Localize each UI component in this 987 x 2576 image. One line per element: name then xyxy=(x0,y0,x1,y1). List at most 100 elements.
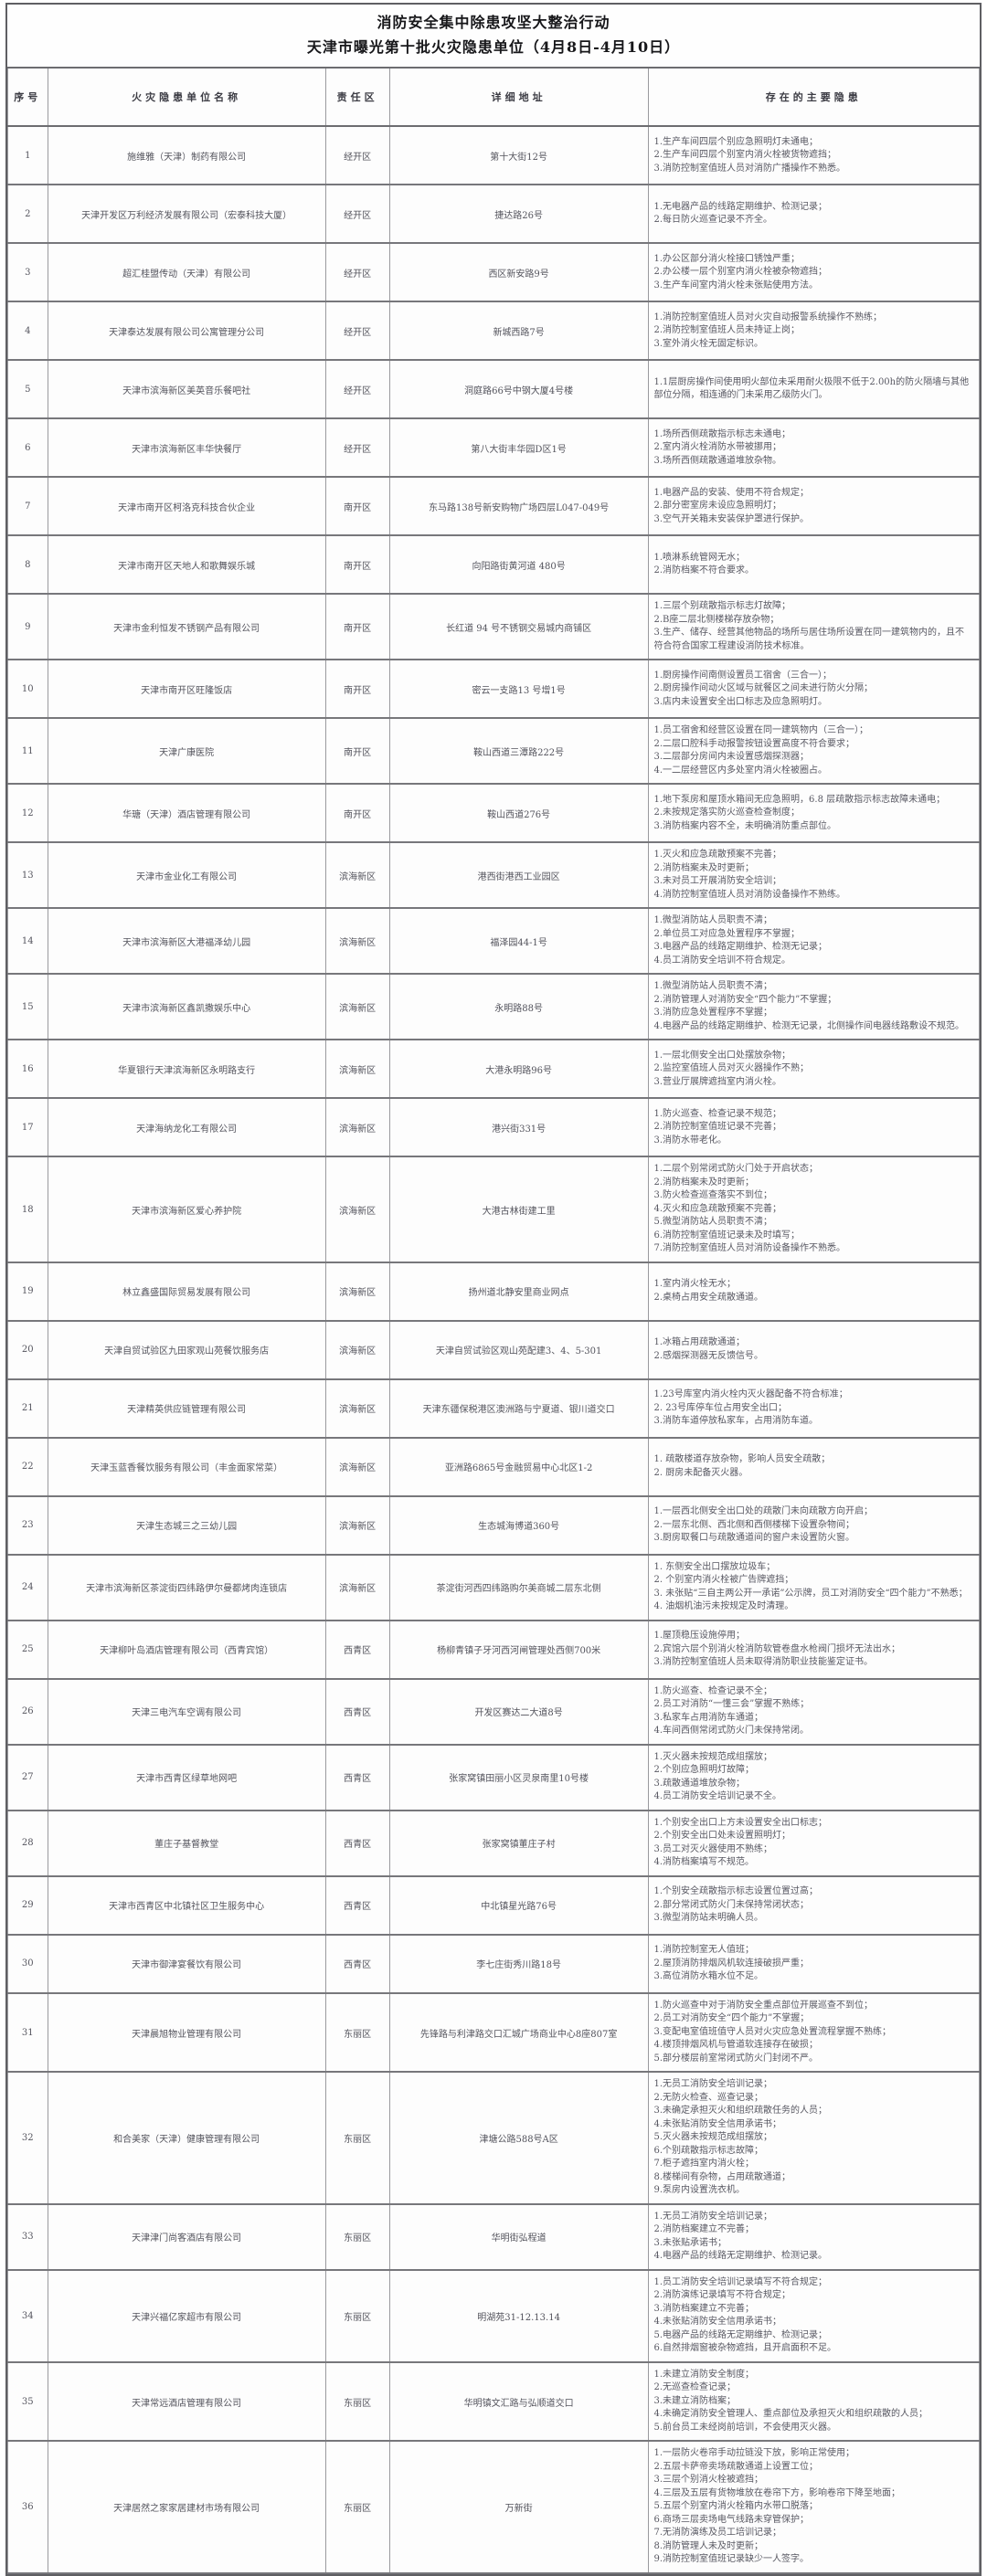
row-number: 15 xyxy=(7,973,48,1041)
hazard-item: 1.办公区部分消火栓接口锈蚀严重； xyxy=(653,253,801,264)
hazard-list: 1.无员工消防安全培训记录； 2.消防档案建立不完善； 3.未张贴承诺书； 4.电器产… xyxy=(647,2202,980,2271)
district: 东丽区 xyxy=(324,2202,390,2271)
table-row: 19 林立鑫盛国际贸易发展有限公司 滨海新区 扬州道北静安里商业网点 1.室内消… xyxy=(7,1261,980,1322)
row-number: 26 xyxy=(7,1677,48,1746)
hazard-list: 1.1层厨房操作间使用明火部位未采用耐火极限不低于2.00h的防火隔墙与其他部位… xyxy=(647,359,980,420)
header-row: 序号 火灾隐患单位名称 责任区 详细地址 存在的主要隐患 xyxy=(7,67,980,128)
unit-name: 天津三电汽车空调有限公司 xyxy=(47,1677,326,1746)
address: 开发区赛达二大道8号 xyxy=(388,1677,649,1746)
hazard-item: 3.消防车道停放私家车，占用消防车道。 xyxy=(653,1416,819,1427)
unit-name: 超汇桂盟传动（天津）有限公司 xyxy=(47,242,326,303)
hazard-item: 2.办公楼一层个别室内消火栓被杂物遮挡； xyxy=(653,267,828,278)
table-row: 9 天津市金利恒发不锈钢产品有限公司 南开区 长红道 94 号不锈钢交易城内商铺… xyxy=(7,593,980,661)
district: 西青区 xyxy=(324,1809,390,1877)
table-row: 33 天津津门尚客酒店有限公司 东丽区 华明街弘程道 1.无员工消防安全培训记录… xyxy=(7,2202,980,2271)
header-no: 序号 xyxy=(7,67,48,128)
hazard-item: 3.微型消防站未明确人员。 xyxy=(653,1913,764,1924)
unit-name: 天津市滨海新区丰华快餐厅 xyxy=(47,417,326,479)
district: 经开区 xyxy=(324,125,390,186)
unit-name: 天津津门尚客酒店有限公司 xyxy=(47,2202,326,2271)
unit-name: 天津市御津宴餐饮有限公司 xyxy=(47,1933,326,1994)
hazard-item: 8.楼梯间有杂物，占用疏散通道； xyxy=(653,2171,791,2182)
table-row: 5 天津市滨海新区美英音乐餐吧社 经开区 洞庭路66号中钢大厦4号楼 1.1层厨… xyxy=(7,359,980,420)
hazard-item: 4.消防控制室值班人员对消防设备操作不熟练。 xyxy=(653,889,846,900)
hazard-item: 4. 油烟机油污未按规定及时清理。 xyxy=(653,1601,794,1612)
row-number: 19 xyxy=(7,1261,48,1322)
row-number: 2 xyxy=(7,184,48,245)
address: 张家窝镇董庄子村 xyxy=(388,1809,649,1877)
table-row: 4 天津泰达发展有限公司公寓管理分公司 经开区 新城西路7号 1.消防控制室值班… xyxy=(7,301,980,362)
hazard-item: 4.三层及五层有货物堆放在卷帘下方，影响卷帘下降至地面； xyxy=(653,2487,901,2498)
hazard-item: 2.消防控制室值班人员未持证上岗； xyxy=(653,325,801,336)
hazard-item: 9.消防控制室值班记录缺少一人签字。 xyxy=(653,2554,810,2565)
address: 明湖苑31-12.13.14 xyxy=(388,2268,649,2363)
hazard-item: 4.消防档案填写不规范。 xyxy=(653,1857,755,1868)
hazard-list: 1.微型消防站人员职责不清； 2.单位员工对应急处置程序不掌握； 3.电器产品的线路… xyxy=(647,907,980,976)
row-number: 27 xyxy=(7,1743,48,1811)
table-row: 22 天津玉蓝香餐饮服务有限公司（丰金面家常菜） 滨海新区 亚洲路6865号金融… xyxy=(7,1436,980,1497)
unit-name: 天津市滨海新区鑫凯撒娱乐中心 xyxy=(47,973,326,1041)
hazard-item: 1.生产车间四层个别应急照明灯未通电； xyxy=(653,136,819,147)
hazard-list: 1.23号库室内消火栓内灭火器配备不符合标准； 2. 23号库停车位占用安全出口；… xyxy=(647,1378,980,1439)
hazard-item: 1.员工宿舍和经营区设置在同一建筑物内（三合一）； xyxy=(653,725,869,736)
address: 李七庄街秀川路18号 xyxy=(388,1933,649,1994)
hazard-item: 1.室内消火栓无水； xyxy=(653,1279,737,1290)
unit-name: 天津海纳龙化工有限公司 xyxy=(47,1097,326,1158)
district: 西青区 xyxy=(324,1874,390,1936)
hazard-item: 3.未张贴承诺书； xyxy=(653,2237,727,2248)
hazard-item: 2.室内消火栓消防水带被挪用； xyxy=(653,442,782,453)
hazard-item: 2.厨房操作间动火区域与就餐区之间未进行防火分隔； xyxy=(653,683,874,694)
hazard-list: 1.一层北侧安全出口处摆放杂物； 2.监控室值班人员对灭火器操作不熟； 3.营业厅展… xyxy=(647,1039,980,1100)
row-number: 14 xyxy=(7,907,48,976)
district: 东丽区 xyxy=(324,2268,390,2363)
table-row: 34 天津兴福亿家超市有限公司 东丽区 明湖苑31-12.13.14 1.员工消… xyxy=(7,2268,980,2363)
address: 福泽园44-1号 xyxy=(388,907,649,976)
hazard-item: 2.部分密室房未设应急照明灯； xyxy=(653,501,782,512)
hazard-list: 1.办公区部分消火栓接口锈蚀严重； 2.办公楼一层个别室内消火栓被杂物遮挡； 3.生… xyxy=(647,242,980,303)
row-number: 31 xyxy=(7,1991,48,2074)
hazard-item: 2. 厨房未配备灭火器。 xyxy=(653,1467,748,1478)
row-number: 20 xyxy=(7,1319,48,1380)
hazard-list: 1.消防控制室无人值班； 2.屋顶消防排烟风机软连接破损严重； 3.高位消防水箱水位… xyxy=(647,1933,980,1994)
table-row: 31 天津晨旭物业管理有限公司 东丽区 先锋路与利津路交口汇城广场商业中心8座8… xyxy=(7,1991,980,2074)
hazard-list: 1.无电器产品的线路定期维护、检测记录； 2.每日防火巡查记录不齐全。 xyxy=(647,184,980,245)
district: 滨海新区 xyxy=(324,841,390,910)
hazard-item: 1.个别安全疏散指示标志设置位置过高； xyxy=(653,1886,819,1897)
table-row: 30 天津市御津宴餐饮有限公司 西青区 李七庄街秀川路18号 1.消防控制室无人… xyxy=(7,1933,980,1994)
district: 南开区 xyxy=(324,783,390,844)
district: 西青区 xyxy=(324,1619,390,1680)
table-row: 25 天津柳叶岛酒店管理有限公司（西青宾馆） 西青区 杨柳青镇子牙河西河闸管理处… xyxy=(7,1619,980,1680)
row-number: 7 xyxy=(7,476,48,537)
address: 华明街弘程道 xyxy=(388,2202,649,2271)
hazard-list: 1.员工消防安全培训记录填写不符合规定； 2.消防演练记录填写不符合规定； 3.消防… xyxy=(647,2268,980,2363)
row-number: 10 xyxy=(7,659,48,720)
district: 滨海新区 xyxy=(324,1436,390,1497)
hazard-item: 2.消防档案未及时更新； xyxy=(653,1177,755,1188)
hazard-item: 5.五层个别室内消火栓箱内水带口脱落； xyxy=(653,2501,819,2512)
table-row: 7 天津市南开区柯洛克科技合伙企业 南开区 东马路138号新安购物广场四层L04… xyxy=(7,476,980,537)
hazard-item: 3.疏散通道堆放杂物； xyxy=(653,1778,746,1789)
header-hazards: 存在的主要隐患 xyxy=(647,67,980,128)
hazard-list: 1. 东侧安全出口摆放垃圾车； 2. 个别室内消火栓被广告牌遮挡； 3. 未张贴“三… xyxy=(647,1553,980,1621)
hazard-item: 2.消防控制室值班记录不完善； xyxy=(653,1122,782,1133)
hazard-item: 2.无防火检查、巡查记录； xyxy=(653,2092,764,2103)
hazard-item: 2.消防档案不符合要求。 xyxy=(653,565,755,576)
district: 经开区 xyxy=(324,301,390,362)
unit-name: 天津兴福亿家超市有限公司 xyxy=(47,2268,326,2363)
unit-name: 天津自贸试验区九田家观山苑餐饮服务店 xyxy=(47,1319,326,1380)
hazard-item: 2.员工对消防“一懂三会”掌握不熟练； xyxy=(653,1699,810,1710)
table-row: 28 董庄子基督教堂 西青区 张家窝镇董庄子村 1.个别安全出口上方未设置安全出… xyxy=(7,1809,980,1877)
hazard-item: 2.未按规定落实防火巡查检查制度； xyxy=(653,808,801,818)
table-row: 17 天津海纳龙化工有限公司 滨海新区 港兴街331号 1.防火巡查、检查记录不… xyxy=(7,1097,980,1158)
address: 生态城海博道360号 xyxy=(388,1494,649,1556)
address: 鞍山西道三潭路222号 xyxy=(388,717,649,786)
table-row: 32 和合美家（天津）健康管理有限公司 东丽区 津塘公路588号A区 1.无员工… xyxy=(7,2071,980,2205)
hazard-item: 2.宾馆六层个别消火栓消防软管卷盘水枪阀门损坏无法出水； xyxy=(653,1643,901,1654)
hazard-list: 1. 疏散楼道存放杂物，影响人员安全疏散； 2. 厨房未配备灭火器。 xyxy=(647,1436,980,1497)
unit-name: 董庄子基督教堂 xyxy=(47,1809,326,1877)
address: 万新街 xyxy=(388,2440,649,2574)
district: 南开区 xyxy=(324,534,390,596)
hazard-item: 2.B座二层北侧楼梯存放杂物； xyxy=(653,614,780,625)
row-number: 28 xyxy=(7,1809,48,1877)
hazard-list: 1.员工宿舍和经营区设置在同一建筑物内（三合一）； 2.二层口腔科手动报警按钮设置… xyxy=(647,717,980,786)
